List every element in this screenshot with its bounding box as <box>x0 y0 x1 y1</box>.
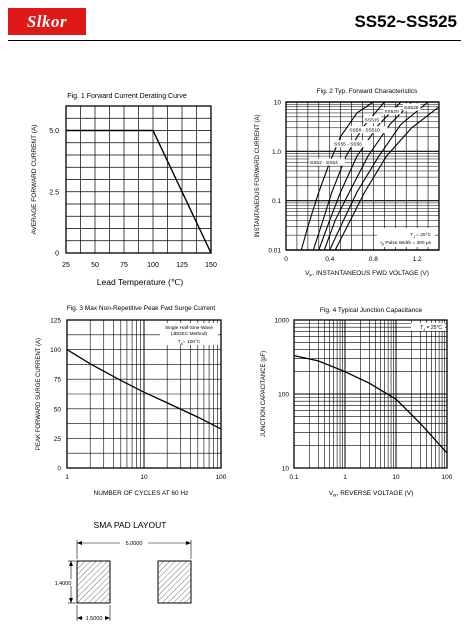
x-tick-label: 1 <box>343 474 347 481</box>
x-tick-label: 25 <box>62 262 70 269</box>
y-tick-label: 5.0 <box>49 128 59 135</box>
label-bg <box>309 158 346 166</box>
series-label: SS58 - SS510 <box>349 128 380 134</box>
label-bg <box>348 126 388 134</box>
x-tick-label: 100 <box>147 262 159 269</box>
label-bg <box>403 103 421 111</box>
x-axis-label: Lead Temperature (℃) <box>97 277 184 287</box>
x-tick-label: 125 <box>176 262 188 269</box>
x-tick-label: 0.1 <box>289 474 298 481</box>
y-tick-label: 100 <box>278 392 289 399</box>
plot-frame <box>66 319 222 469</box>
fig1-derating-chart: Fig. 1 Forward Current Derating Curve 25 5… <box>31 93 217 287</box>
dim-label-bg <box>52 579 74 586</box>
y-tick-label: 125 <box>50 318 61 325</box>
series-line-5 <box>334 106 440 251</box>
x-axis-label: VR, REVERSE VOLTAGE (V) <box>329 490 414 499</box>
y-tick-label: 0.01 <box>268 248 281 255</box>
fig3-surge-current-chart: Fig. 3 Max Non-Repetitive Peak Fwd Surge… <box>36 305 227 497</box>
pad-layout-title: SMA PAD LAYOUT <box>94 520 167 530</box>
y-tick-label: 0 <box>55 251 59 258</box>
dim-label-bg <box>120 539 148 547</box>
x-axis-label: VF, INSTANTANEOUS FWD VOLTAGE (V) <box>305 270 429 279</box>
dim-width-label: 5.0000 <box>126 541 143 547</box>
part-number: SS52~SS525 <box>354 12 457 31</box>
y-tick-label: 25 <box>54 436 62 443</box>
x-tick-label: 10 <box>392 474 400 481</box>
y-tick-label: 2.5 <box>49 189 59 196</box>
chart-title: Fig. 1 Forward Current Derating Curve <box>67 93 187 100</box>
series-label: SS55 - SS56 <box>334 142 362 148</box>
y-tick-label: 50 <box>54 406 62 413</box>
x-tick-label: 1 <box>65 474 69 481</box>
x-tick-label: 150 <box>205 262 217 269</box>
logo-text: Slkor <box>26 11 68 31</box>
label-bg <box>363 116 382 124</box>
x-tick-label: 1.2 <box>413 256 422 263</box>
x-tick-label: 100 <box>442 474 453 481</box>
pad-left <box>76 560 111 604</box>
y-axis-label: AVERAGE FORWARD CURRENT (A) <box>31 125 38 235</box>
brand-logo: Slkor <box>8 8 86 35</box>
dim-arrows <box>69 561 73 603</box>
annotation-bg <box>411 323 445 331</box>
x-tick-label: 0 <box>284 256 288 263</box>
x-tick-label: 50 <box>91 262 99 269</box>
series-label: SS515 <box>365 118 380 124</box>
x-axis-label: NUMBER OF CYCLES AT 60 Hz <box>94 490 189 497</box>
x-tick-label: 0.8 <box>369 256 378 263</box>
y-axis-label: INSTANTANEOUS FORWARD CURRENT (A) <box>255 114 261 237</box>
series-line-3 <box>323 101 413 251</box>
chart-title: Fig. 3 Max Non-Repetitive Peak Fwd Surge… <box>67 305 216 312</box>
series-label: SS52 - SS54 <box>310 160 338 166</box>
annotation-pulse: IP Pulse Width = 300 μs <box>380 240 431 247</box>
sma-pad-layout: SMA PAD LAYOUT 5.0000 1.4000 1.5000 <box>52 520 192 622</box>
fig2-forward-characteristics-chart: Fig. 2 Typ. Forward Characteristics 0 0.4 0… <box>255 88 440 279</box>
y-tick-label: 10 <box>274 100 282 107</box>
plot-frame <box>285 101 440 251</box>
pad-right <box>157 560 192 604</box>
y-tick-label: 100 <box>50 347 61 354</box>
series-label: SS520 <box>384 109 399 115</box>
y-tick-label: 10 <box>282 466 290 473</box>
y-tick-label: 75 <box>54 377 62 384</box>
series-line-4 <box>329 101 429 251</box>
fig4-junction-capacitance-chart: Fig. 4 Typical Junction Capacitance 0.1 1 1… <box>261 307 453 499</box>
dim-label-bg <box>83 614 105 622</box>
annotation-method: (JEDEC Method) <box>171 331 208 337</box>
chart-title: Fig. 2 Typ. Forward Characteristics <box>317 88 418 95</box>
x-tick-label: 75 <box>120 262 128 269</box>
x-tick-label: 10 <box>140 474 148 481</box>
chart-title: Fig. 4 Typical Junction Capacitance <box>320 307 423 314</box>
plot-frame <box>65 105 212 254</box>
label-bg <box>333 140 370 148</box>
x-tick-label: 0.4 <box>325 256 334 263</box>
plot-frame <box>293 319 448 469</box>
annotation-bg <box>377 228 435 247</box>
annotation-bg <box>160 323 218 345</box>
series-line-1 <box>312 101 385 251</box>
y-tick-label: 1.0 <box>272 149 281 156</box>
y-tick-label: 0 <box>57 466 61 473</box>
series-line-2 <box>318 101 402 251</box>
y-tick-label: 0.1 <box>272 198 281 205</box>
label-bg <box>383 107 401 115</box>
y-tick-label: 1000 <box>275 318 290 325</box>
annotation-wave: Single Half-Sine-Wave <box>165 325 213 331</box>
y-axis-label: PEAK FORWARD SURGE CURRENT (A) <box>36 338 42 450</box>
derating-curve <box>66 129 212 254</box>
surge-curve <box>66 349 222 430</box>
series-label: SS525 <box>404 105 419 111</box>
dim-height-label: 1.4000 <box>55 581 72 587</box>
capacitance-curve <box>293 354 448 454</box>
annotation-tj: TJ = 25°C <box>420 325 442 332</box>
annotation-tj: TJ = 25°C <box>410 232 431 239</box>
annotation-ta: TA= 100°C <box>178 339 201 346</box>
y-axis-label: JUNCTION CAPACITANCE (pF) <box>261 351 267 437</box>
x-tick-label: 100 <box>216 474 227 481</box>
header-rule <box>8 40 461 41</box>
dim-pad-label: 1.5000 <box>86 616 103 622</box>
